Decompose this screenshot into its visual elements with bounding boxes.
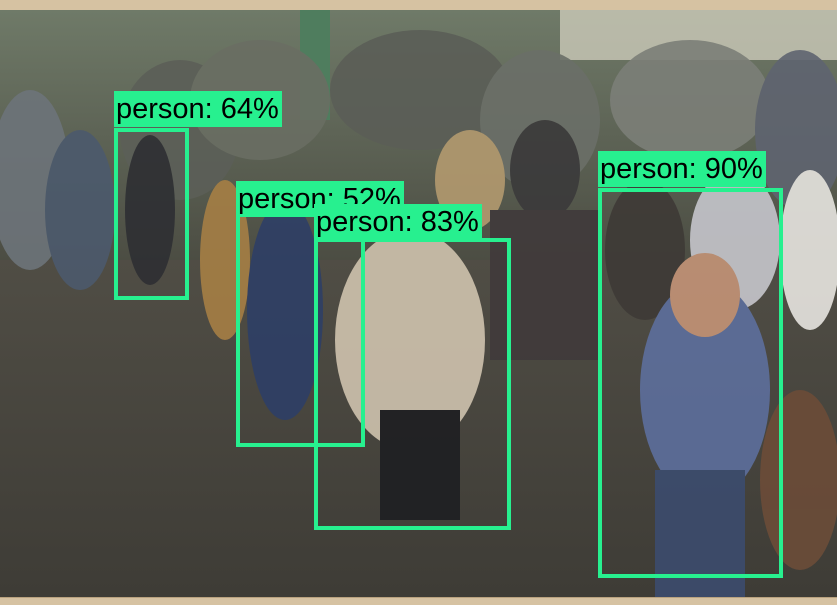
detection-box-person-64	[114, 128, 189, 300]
detection-box-person-83	[314, 238, 511, 530]
detection-box-person-90	[598, 188, 783, 578]
detection-label-person-90: person: 90%	[598, 151, 766, 187]
detection-label-person-64: person: 64%	[114, 91, 282, 127]
detection-label-person-83: person: 83%	[314, 204, 482, 240]
window-frame-bottom	[0, 597, 837, 605]
